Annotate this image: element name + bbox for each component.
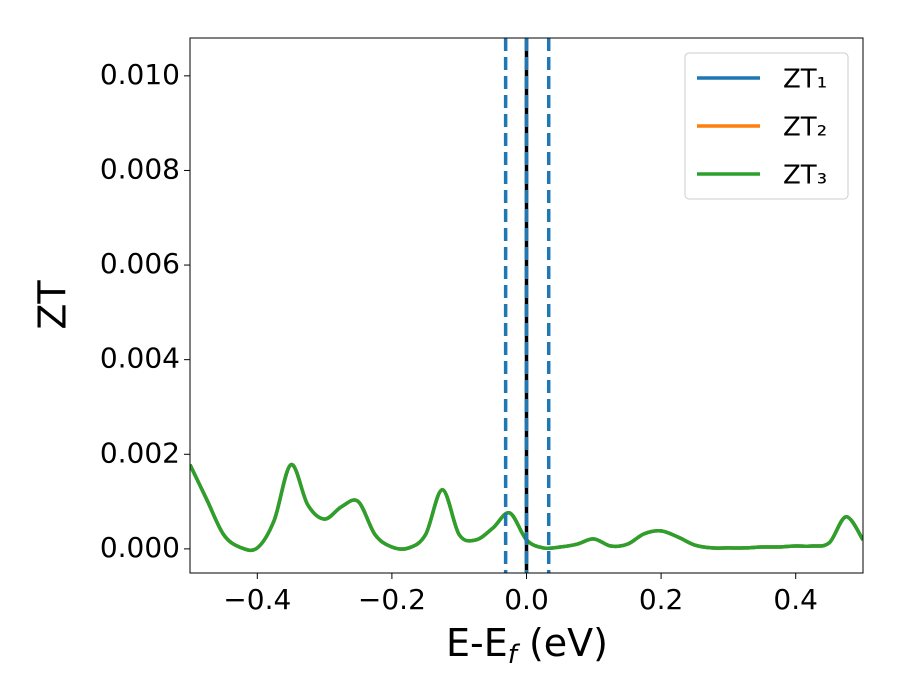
y-axis-label: ZT: [31, 280, 75, 330]
x-tick-label: −0.2: [358, 583, 426, 616]
x-axis-label: E-Ef (eV): [446, 621, 608, 670]
legend-label: ZT₃: [783, 161, 827, 191]
plot-layer: [190, 38, 863, 573]
legend-label: ZT₁: [783, 65, 827, 95]
x-label-part: (eV): [517, 621, 608, 665]
y-tick-label: 0.002: [100, 436, 180, 469]
x-tick-label: 0.0: [504, 583, 549, 616]
y-tick-label: 0.010: [100, 58, 180, 91]
y-tick-label: 0.004: [100, 342, 180, 375]
x-tick-label: 0.4: [773, 583, 818, 616]
y-tick-label: 0.008: [100, 152, 180, 185]
y-tick-label: 0.000: [100, 531, 180, 564]
legend-box: [684, 52, 849, 200]
x-label-part: E-E: [446, 621, 508, 665]
x-tick-label: −0.4: [223, 583, 291, 616]
y-tick-label: 0.006: [100, 247, 180, 280]
x-tick-label: 0.2: [639, 583, 684, 616]
legend-label: ZT₂: [783, 113, 827, 143]
